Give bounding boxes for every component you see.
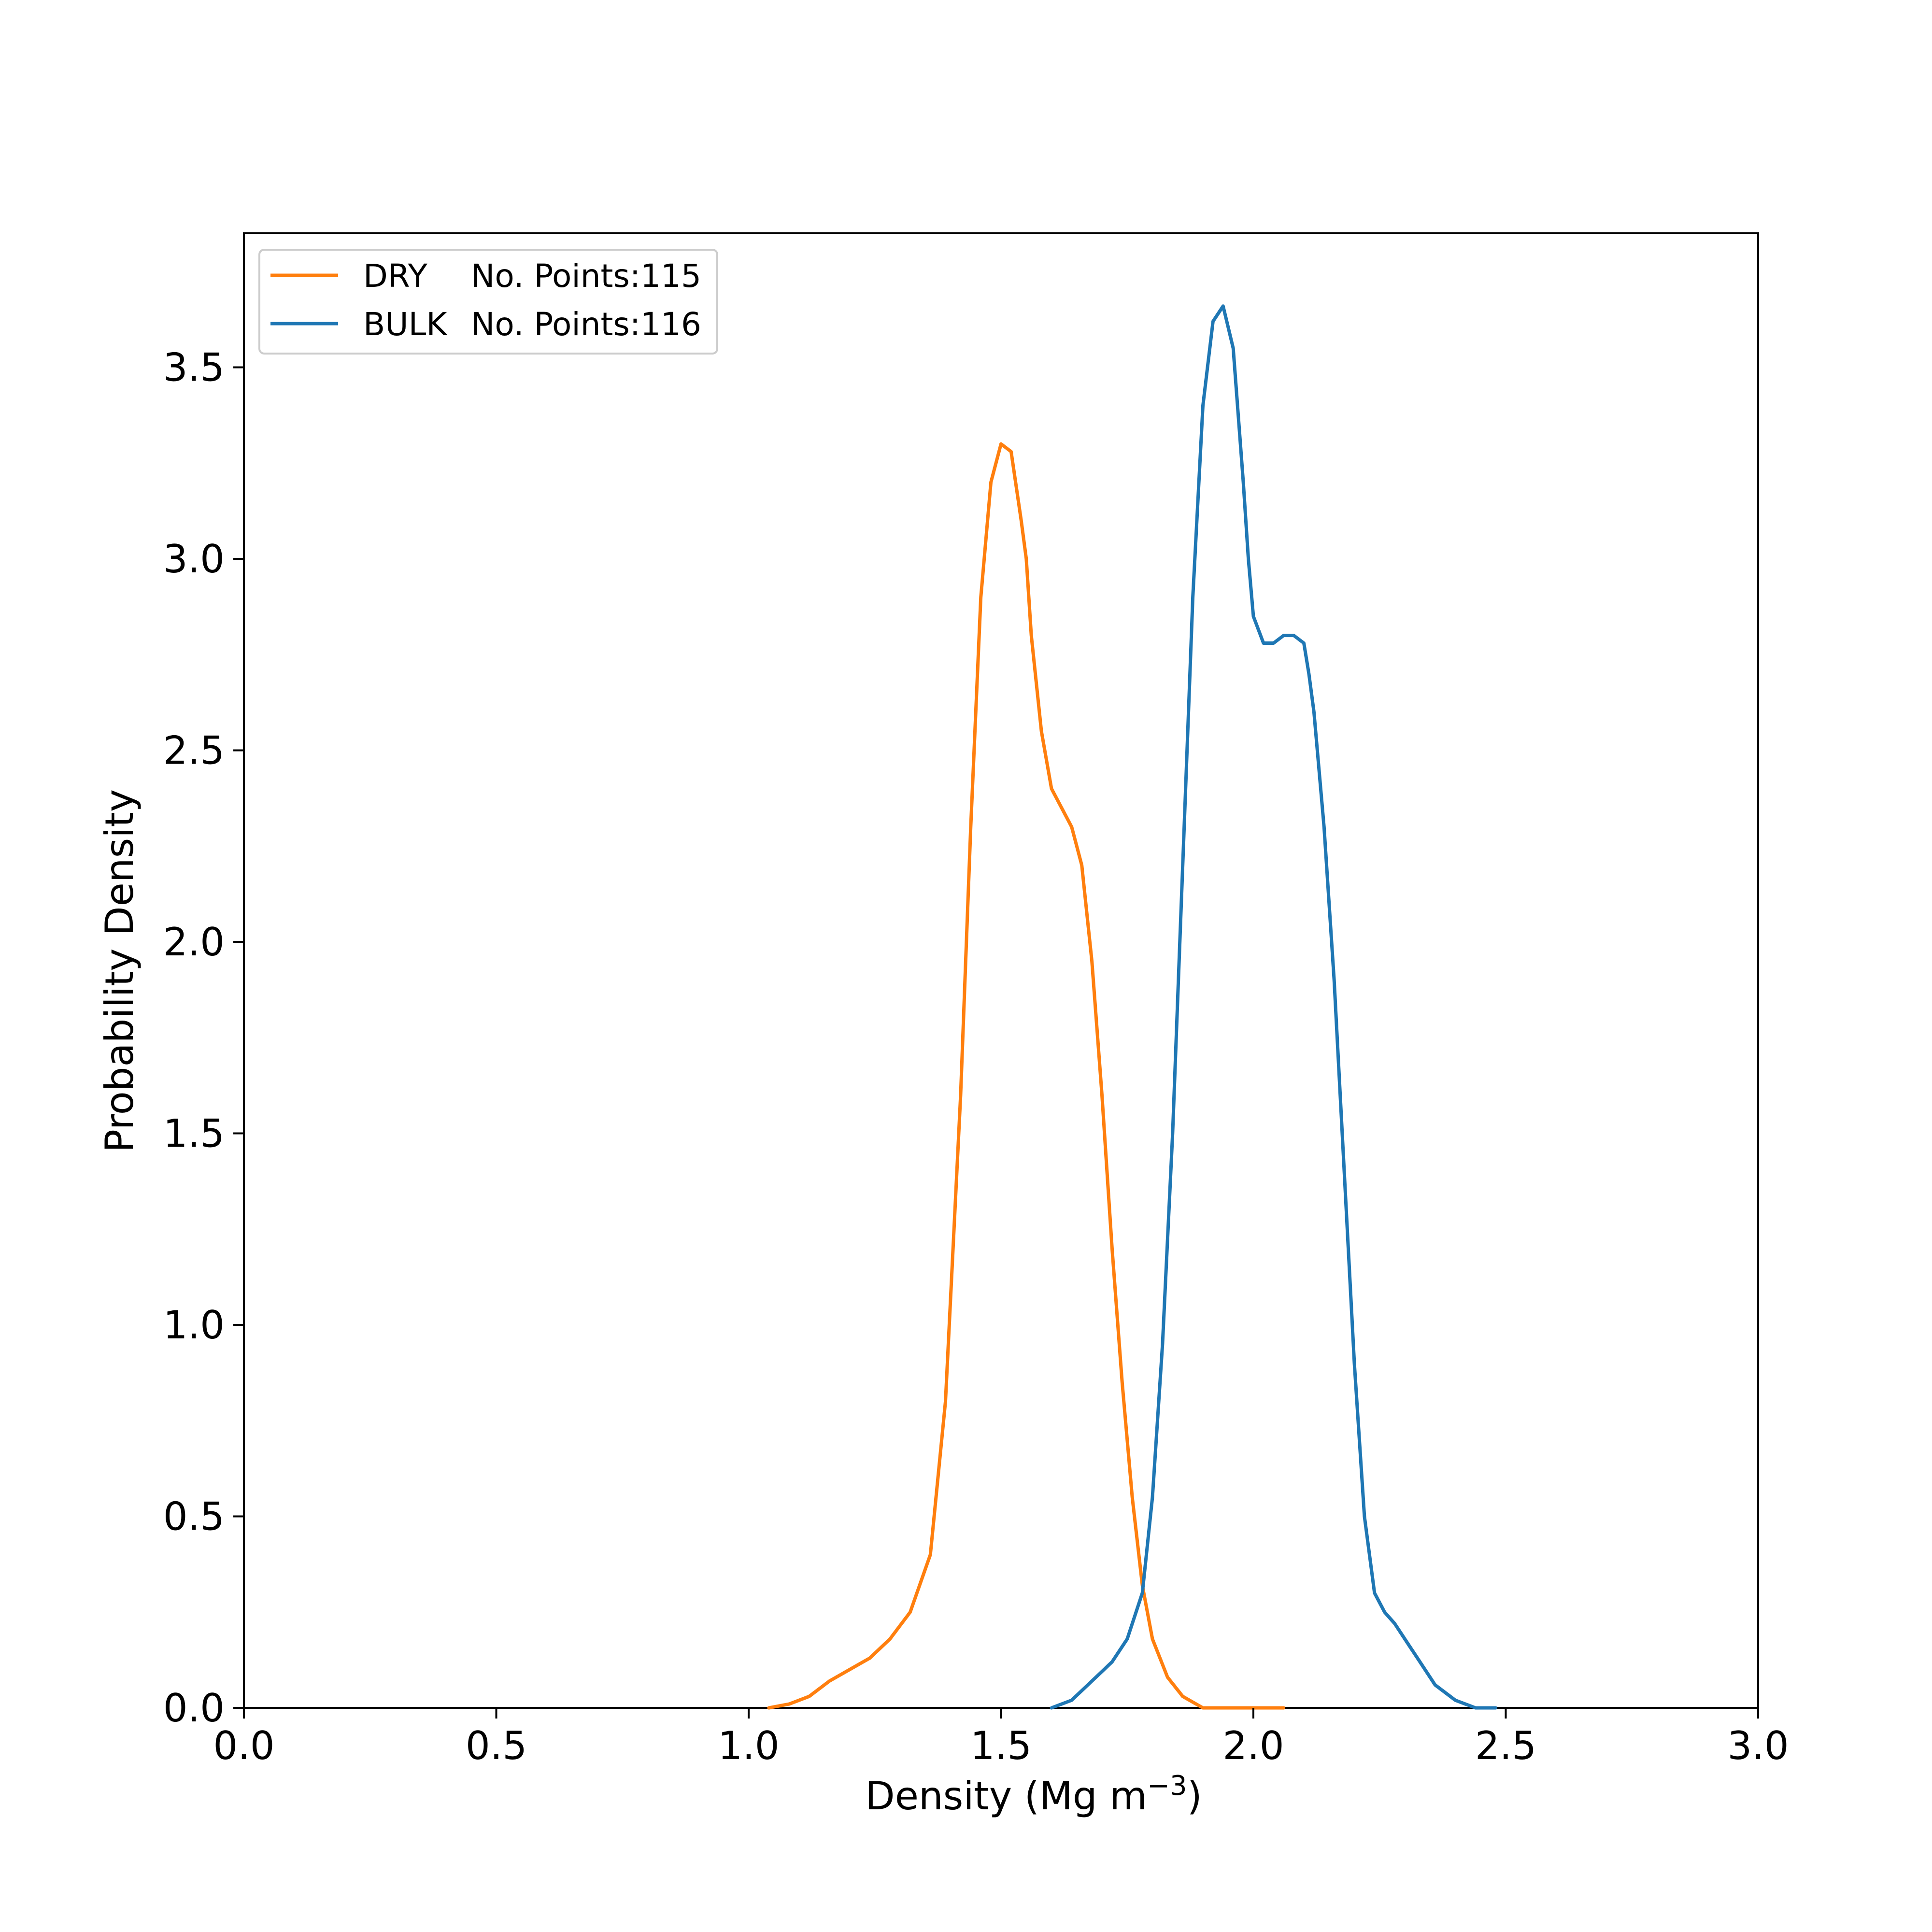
legend-points-bulk: No. Points:116 [471, 306, 701, 343]
x-tick-label: 2.0 [1222, 1723, 1284, 1768]
legend-box [258, 249, 718, 355]
legend-label-bulk: BULK [363, 306, 448, 343]
x-axis: 0.0 0.5 1.0 1.5 2.0 2.5 3.0 [213, 1708, 1789, 1768]
x-tick-label: 2.5 [1475, 1723, 1536, 1768]
legend-points-dry: No. Points:115 [471, 257, 701, 295]
x-axis-label-superscript: −3 [1147, 1770, 1187, 1802]
x-axis-label-main: Density (Mg m [865, 1774, 1147, 1818]
y-axis: 0.0 0.5 1.0 1.5 2.0 2.5 3.0 3.5 [163, 345, 244, 1731]
legend: DRY No. Points:115 BULK No. Points:116 [258, 249, 718, 355]
y-tick-label: 1.0 [163, 1303, 225, 1348]
y-axis-label: Probability Density [97, 789, 142, 1152]
x-tick-label: 1.0 [718, 1723, 779, 1768]
x-tick-label: 3.0 [1727, 1723, 1789, 1768]
x-axis-label: Density (Mg m−3) [865, 1770, 1202, 1818]
y-tick-label: 0.0 [163, 1686, 225, 1731]
y-tick-label: 2.0 [163, 920, 225, 965]
y-tick-label: 3.0 [163, 537, 225, 582]
series-layer [767, 304, 1498, 1710]
plot-area [243, 232, 1759, 1709]
y-tick-label: 1.5 [163, 1111, 225, 1156]
x-tick-label: 0.0 [213, 1723, 274, 1768]
y-tick-label: 3.5 [163, 345, 225, 390]
series-line-bulk [1050, 304, 1498, 1710]
series-line-dry [767, 442, 1286, 1710]
x-axis-label-close: ) [1187, 1774, 1202, 1818]
x-tick-label: 1.5 [970, 1723, 1032, 1768]
x-tick-label: 0.5 [466, 1723, 527, 1768]
y-tick-label: 0.5 [163, 1494, 225, 1539]
plot-frame [243, 232, 1759, 1709]
legend-label-dry: DRY [363, 257, 427, 295]
y-tick-label: 2.5 [163, 728, 225, 773]
